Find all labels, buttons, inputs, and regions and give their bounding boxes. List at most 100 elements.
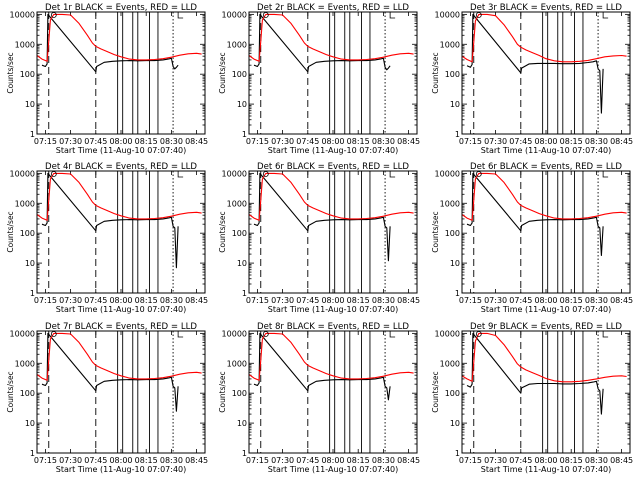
x-tick-label: 07:15 [459, 137, 482, 146]
y-tick-label: 100 [445, 229, 460, 238]
end-marker [177, 171, 184, 178]
plot-frame [461, 170, 631, 294]
y-tick-label: 1000 [440, 199, 460, 208]
lld-series-line [248, 332, 414, 381]
events-series-line [253, 13, 391, 73]
y-tick-label: 100 [20, 389, 35, 398]
y-tick-label: 10000 [10, 169, 35, 178]
y-tick-label: 1000 [440, 359, 460, 368]
x-tick-label: 08:15 [135, 296, 158, 305]
x-tick-label: 08:30 [372, 296, 395, 305]
lld-series-line [461, 13, 627, 63]
y-tick-label: 1 [455, 130, 460, 139]
y-axis-label: Counts/sec [6, 371, 15, 412]
lld-series-line [461, 332, 627, 383]
x-tick-label: 08:00 [534, 296, 557, 305]
y-axis-label: Counts/sec [218, 371, 227, 412]
panel-title: Det 4r BLACK = Events, RED = LLD [45, 162, 197, 172]
x-tick-label: 07:45 [509, 296, 532, 305]
panel-5: Det 6r BLACK = Events, RED = LLD 1 10 100 10… [218, 162, 420, 314]
y-tick-label: 100 [232, 389, 247, 398]
events-series-line [253, 172, 391, 262]
y-tick-label: 10000 [222, 169, 247, 178]
x-tick-label: 07:30 [271, 456, 294, 465]
y-tick-label: 1 [30, 289, 35, 298]
x-tick-label: 08:30 [160, 137, 183, 146]
x-tick-label: 08:15 [347, 456, 370, 465]
y-tick-label: 100 [232, 70, 247, 79]
panel-4: Det 4r BLACK = Events, RED = LLD 1 10 100 10… [6, 162, 208, 314]
y-tick-label: 10 [450, 419, 460, 428]
x-axis-label: Start Time (11-Aug-10 07:07:40) [268, 146, 399, 155]
panel-6: Det 6r BLACK = Events, RED = LLD 1 10 100 10… [431, 162, 633, 314]
y-tick-label: 1000 [227, 359, 247, 368]
y-axis-label: Counts/sec [431, 211, 440, 252]
y-tick-label: 100 [20, 229, 35, 238]
y-axis-label: Counts/sec [6, 211, 15, 252]
y-axis-label: Counts/sec [431, 371, 440, 412]
plot-frame [36, 330, 206, 454]
end-marker [177, 331, 184, 338]
x-tick-label: 07:15 [34, 137, 57, 146]
x-axis-label: Start Time (11-Aug-10 07:07:40) [56, 465, 187, 474]
y-tick-label: 1 [242, 449, 247, 458]
x-tick-label: 08:45 [610, 137, 633, 146]
x-tick-label: 07:15 [459, 456, 482, 465]
end-marker [389, 331, 396, 338]
x-tick-label: 08:15 [347, 296, 370, 305]
y-tick-label: 1 [455, 449, 460, 458]
y-tick-label: 10000 [222, 329, 247, 338]
y-tick-label: 10000 [435, 329, 460, 338]
x-tick-label: 08:30 [585, 296, 608, 305]
y-tick-label: 10 [25, 100, 35, 109]
panel-9: Det 9r BLACK = Events, RED = LLD 1 10 100 10… [431, 322, 633, 474]
y-tick-label: 10 [237, 259, 247, 268]
y-tick-label: 10 [237, 100, 247, 109]
panel-title: Det 3r BLACK = Events, RED = LLD [470, 3, 622, 13]
panel-title: Det 7r BLACK = Events, RED = LLD [45, 322, 197, 332]
x-tick-label: 08:45 [397, 296, 420, 305]
x-tick-label: 08:00 [321, 137, 344, 146]
panel-3: Det 3r BLACK = Events, RED = LLD 1 10 100 10… [431, 3, 633, 155]
x-tick-label: 08:15 [560, 137, 583, 146]
x-tick-label: 07:30 [484, 456, 507, 465]
y-tick-label: 1000 [227, 40, 247, 49]
x-tick-label: 08:00 [534, 137, 557, 146]
plot-frame [36, 170, 206, 294]
x-tick-label: 08:00 [109, 296, 132, 305]
panel-title: Det 2r BLACK = Events, RED = LLD [257, 3, 409, 13]
end-marker [602, 331, 609, 338]
y-tick-label: 10 [450, 100, 460, 109]
x-axis-label: Start Time (11-Aug-10 07:07:40) [481, 305, 612, 314]
x-tick-label: 07:15 [246, 296, 269, 305]
panel-8: Det 8r BLACK = Events, RED = LLD 1 10 100 10… [218, 322, 420, 474]
events-series-line [466, 13, 604, 114]
x-tick-label: 08:00 [321, 456, 344, 465]
y-tick-label: 1 [242, 130, 247, 139]
y-tick-label: 10 [25, 259, 35, 268]
plot-frame [248, 170, 418, 294]
x-tick-label: 08:00 [321, 296, 344, 305]
y-tick-label: 10000 [10, 10, 35, 19]
panel-title: Det 9r BLACK = Events, RED = LLD [470, 322, 622, 332]
events-series-line [41, 172, 179, 269]
x-tick-label: 07:30 [271, 296, 294, 305]
panel-title: Det 6r BLACK = Events, RED = LLD [257, 162, 409, 172]
x-axis-label: Start Time (11-Aug-10 07:07:40) [481, 146, 612, 155]
y-tick-label: 10 [25, 419, 35, 428]
x-tick-label: 08:00 [534, 456, 557, 465]
x-tick-label: 07:30 [59, 137, 82, 146]
y-tick-label: 1000 [15, 359, 35, 368]
panel-1: Det 1r BLACK = Events, RED = LLD 1 10 100 10… [6, 3, 208, 155]
x-tick-label: 08:45 [397, 137, 420, 146]
x-axis-label: Start Time (11-Aug-10 07:07:40) [268, 465, 399, 474]
y-tick-label: 10 [237, 419, 247, 428]
end-marker [389, 171, 396, 178]
y-tick-label: 1 [30, 449, 35, 458]
x-tick-label: 08:30 [585, 456, 608, 465]
x-tick-label: 08:30 [160, 296, 183, 305]
y-axis-label: Counts/sec [431, 52, 440, 93]
x-tick-label: 07:15 [246, 456, 269, 465]
x-tick-label: 07:30 [484, 137, 507, 146]
y-tick-label: 10000 [10, 329, 35, 338]
